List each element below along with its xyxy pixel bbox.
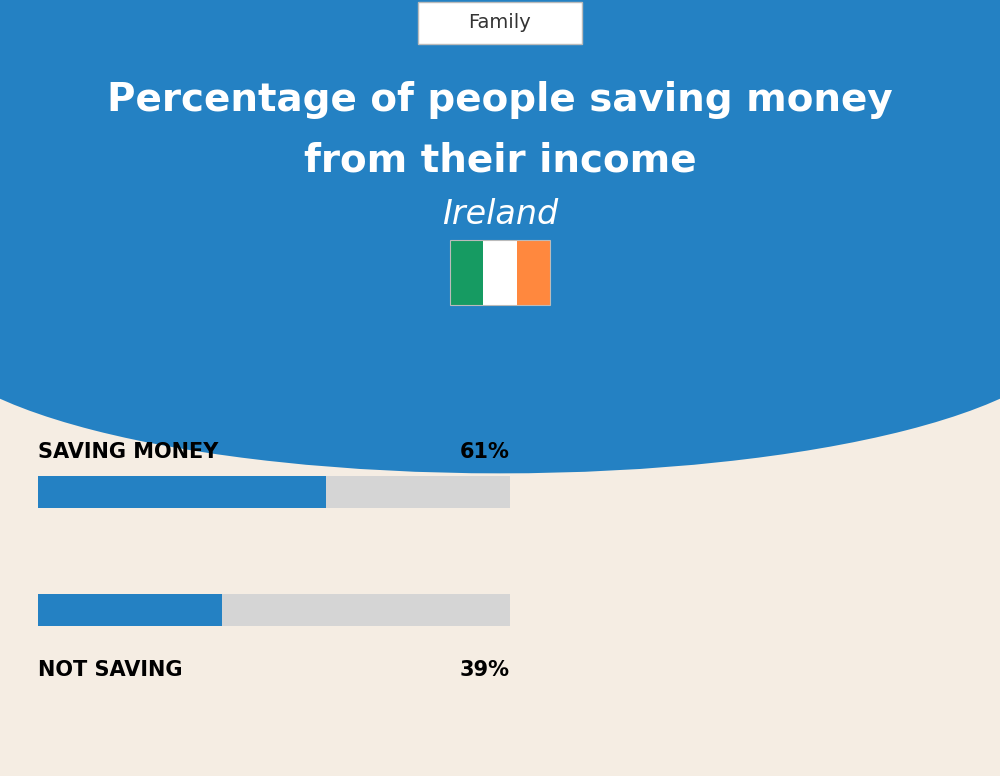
- Bar: [450, 240, 483, 305]
- Text: Percentage of people saving money: Percentage of people saving money: [107, 81, 893, 119]
- Ellipse shape: [0, 178, 1000, 473]
- Text: SAVING MONEY: SAVING MONEY: [38, 442, 218, 462]
- Text: 61%: 61%: [460, 442, 510, 462]
- Text: Ireland: Ireland: [442, 199, 558, 231]
- Bar: [38, 476, 326, 508]
- Text: Family: Family: [469, 13, 531, 33]
- Text: from their income: from their income: [304, 141, 696, 179]
- FancyBboxPatch shape: [418, 2, 582, 44]
- Text: NOT SAVING: NOT SAVING: [38, 660, 182, 680]
- Bar: [38, 594, 510, 626]
- Bar: [450, 240, 550, 305]
- Bar: [483, 240, 517, 305]
- Bar: [38, 594, 222, 626]
- Bar: [38, 476, 510, 508]
- Bar: [517, 240, 550, 305]
- Bar: [0, 0, 1000, 326]
- Text: 39%: 39%: [460, 660, 510, 680]
